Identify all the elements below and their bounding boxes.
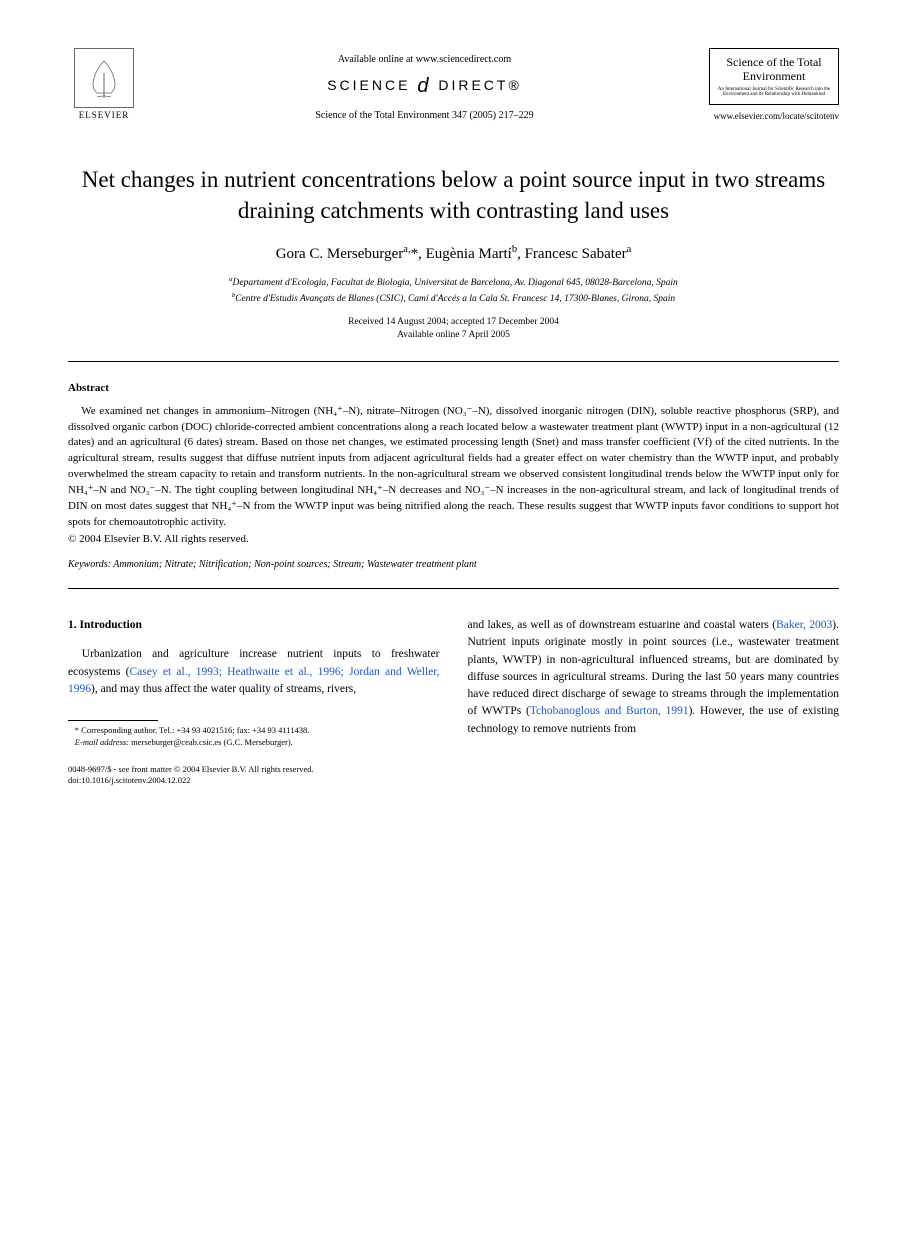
- article-title: Net changes in nutrient concentrations b…: [68, 164, 839, 226]
- abstract-heading: Abstract: [68, 382, 839, 394]
- journal-reference: Science of the Total Environment 347 (20…: [140, 110, 709, 121]
- abstract-body: We examined net changes in ammonium–Nitr…: [68, 404, 839, 532]
- received-date: Received 14 August 2004; accepted 17 Dec…: [68, 316, 839, 329]
- front-matter-line: 0048-9697/$ - see front matter © 2004 El…: [68, 764, 440, 775]
- keywords-text: Ammonium; Nitrate; Nitrification; Non-po…: [113, 559, 477, 570]
- citation-link[interactable]: Baker, 2003: [776, 619, 832, 631]
- affiliation-a: aDepartament d'Ecologia, Facultat de Bio…: [68, 275, 839, 290]
- affiliation-b: bCentre d'Estudis Avançats de Blanes (CS…: [68, 291, 839, 306]
- online-date: Available online 7 April 2005: [68, 329, 839, 342]
- email-footnote: E-mail address: merseburger@ceab.csic.es…: [68, 737, 440, 748]
- divider-rule: [68, 361, 839, 362]
- intro-para-left: Urbanization and agriculture increase nu…: [68, 646, 440, 698]
- section-1-heading: 1. Introduction: [68, 617, 440, 634]
- abstract-copyright: © 2004 Elsevier B.V. All rights reserved…: [68, 533, 839, 545]
- journal-cover-box: Science of the Total Environment An Inte…: [709, 48, 839, 105]
- affiliations: aDepartament d'Ecologia, Facultat de Bio…: [68, 275, 839, 306]
- doi-line: doi:10.1016/j.scitotenv.2004.12.022: [68, 775, 440, 786]
- header-row: ELSEVIER Available online at www.science…: [68, 48, 839, 128]
- email-address: merseburger@ceab.csic.es (G.C. Merseburg…: [131, 737, 293, 747]
- corresponding-author-footnote: * Corresponding author. Tel.: +34 93 402…: [68, 725, 440, 736]
- publisher-name: ELSEVIER: [79, 110, 130, 120]
- two-column-body: 1. Introduction Urbanization and agricul…: [68, 617, 839, 786]
- science-direct-logo: SCIENCE d DIRECT®: [140, 75, 709, 98]
- journal-subtitle: An International Journal for Scientific …: [714, 87, 834, 98]
- divider-rule-2: [68, 588, 839, 589]
- left-column: 1. Introduction Urbanization and agricul…: [68, 617, 440, 786]
- sd-word1: SCIENCE: [327, 77, 410, 93]
- email-label: E-mail address:: [75, 737, 129, 747]
- article-dates: Received 14 August 2004; accepted 17 Dec…: [68, 316, 839, 343]
- keywords-label: Keywords:: [68, 559, 111, 570]
- journal-box-wrap: Science of the Total Environment An Inte…: [709, 48, 839, 121]
- publisher-logo: ELSEVIER: [68, 48, 140, 128]
- authors-list: Gora C. Merseburgera,*, Eugènia Martíb, …: [68, 244, 839, 263]
- sd-word2: DIRECT®: [438, 77, 521, 93]
- footnote-rule: [68, 720, 158, 721]
- journal-name: Science of the Total Environment: [714, 55, 834, 84]
- footer-meta: 0048-9697/$ - see front matter © 2004 El…: [68, 764, 440, 786]
- right-column: and lakes, as well as of downstream estu…: [468, 617, 840, 786]
- center-header: Available online at www.sciencedirect.co…: [140, 48, 709, 121]
- elsevier-tree-icon: [74, 48, 134, 108]
- intro-para-right: and lakes, as well as of downstream estu…: [468, 617, 840, 738]
- sd-at-icon: d: [417, 75, 431, 97]
- citation-link[interactable]: Tchobanoglous and Burton, 1991: [530, 705, 689, 717]
- journal-url: www.elsevier.com/locate/scitotenv: [709, 111, 839, 121]
- keywords-line: Keywords: Ammonium; Nitrate; Nitrificati…: [68, 559, 839, 570]
- available-online-text: Available online at www.sciencedirect.co…: [140, 54, 709, 65]
